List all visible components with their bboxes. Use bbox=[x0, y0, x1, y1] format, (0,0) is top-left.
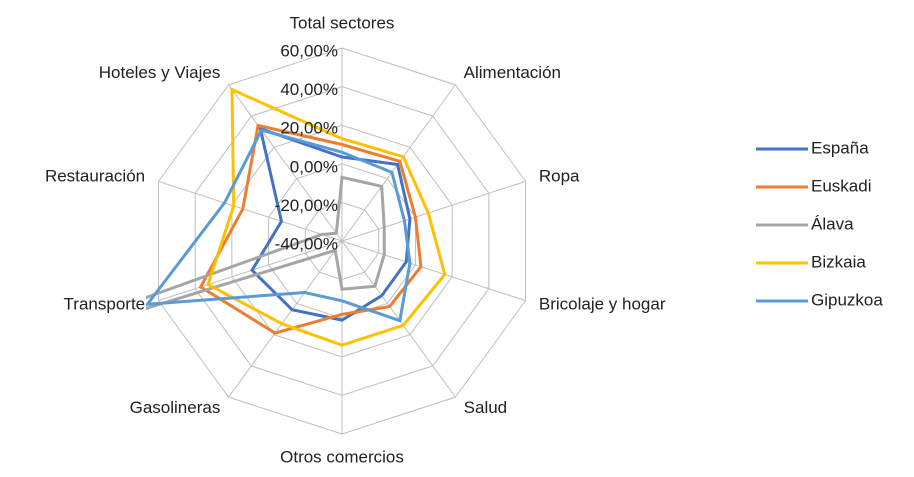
category-label: Gasolineras bbox=[130, 398, 221, 417]
series-line bbox=[198, 123, 423, 335]
category-label: Restauración bbox=[45, 167, 145, 186]
tick-label: 60,00% bbox=[280, 41, 338, 60]
series-line bbox=[146, 175, 386, 310]
spoke bbox=[158, 240, 343, 302]
spoke bbox=[158, 180, 343, 242]
tick-label: 20,00% bbox=[280, 119, 338, 138]
legend-label: Gipuzkoa bbox=[811, 290, 883, 309]
spoke bbox=[341, 180, 526, 242]
category-label: Salud bbox=[464, 398, 507, 417]
tick-label: -20,00% bbox=[275, 196, 338, 215]
spoke bbox=[228, 84, 343, 242]
legend-label: Álava bbox=[811, 214, 854, 233]
tick-label: -40,00% bbox=[275, 234, 338, 253]
series-line bbox=[146, 128, 412, 323]
category-label: Ropa bbox=[539, 167, 580, 186]
category-label: Total sectores bbox=[290, 13, 395, 32]
spoke bbox=[341, 240, 526, 302]
legend-label: Bizkaia bbox=[811, 252, 866, 271]
category-label: Otros comercios bbox=[280, 447, 404, 466]
category-label: Bricolaje y hogar bbox=[539, 294, 666, 313]
tick-label: 40,00% bbox=[280, 80, 338, 99]
spoke bbox=[228, 240, 343, 398]
series-line bbox=[250, 126, 412, 322]
tick-label: 0,00% bbox=[290, 157, 338, 176]
legend-label: Euskadi bbox=[811, 176, 871, 195]
category-label: Transporte bbox=[64, 294, 146, 313]
series-line bbox=[206, 87, 447, 347]
legend-label: España bbox=[811, 138, 869, 157]
category-label: Hoteles y Viajes bbox=[99, 63, 221, 82]
category-label: Alimentación bbox=[464, 63, 561, 82]
spoke bbox=[341, 84, 456, 242]
